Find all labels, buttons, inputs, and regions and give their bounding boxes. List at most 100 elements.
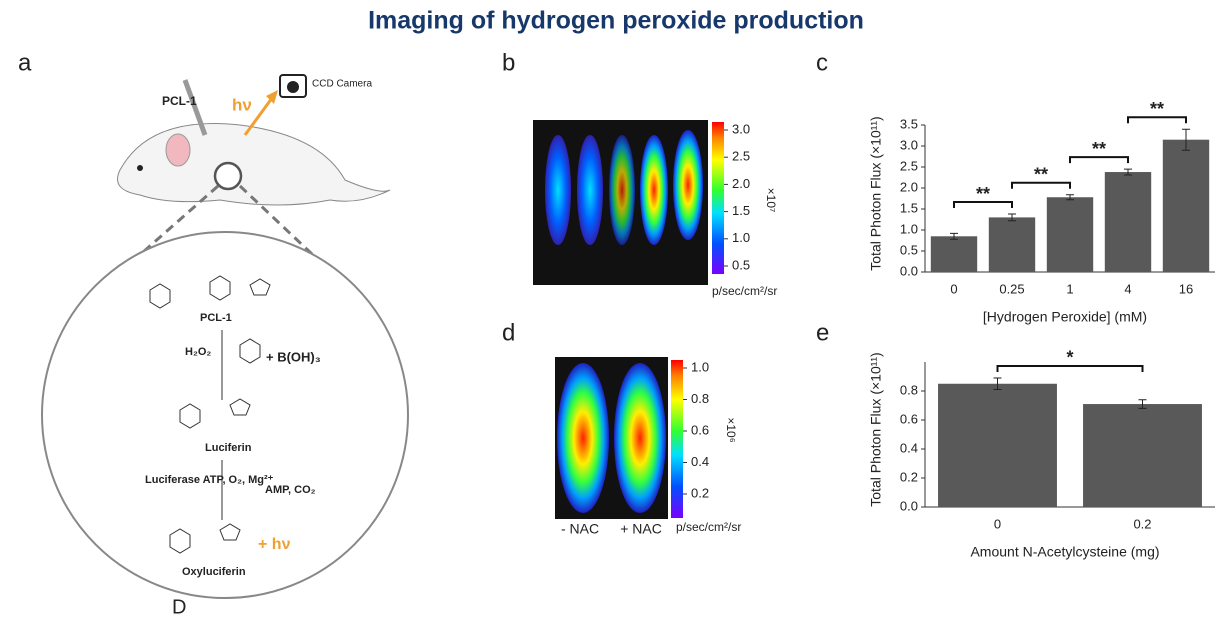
- panel-label: e: [816, 319, 829, 346]
- x-tick-label: 16: [1179, 281, 1193, 296]
- significance-bracket: [996, 364, 1144, 372]
- x-tick-label: 0.2: [1133, 516, 1151, 531]
- x-axis-label: [Hydrogen Peroxide] (mM): [983, 309, 1147, 325]
- x-axis-label: Amount N-Acetylcysteine (mg): [970, 544, 1159, 560]
- significance-label: **: [1150, 99, 1164, 119]
- caption: D: [172, 596, 186, 618]
- significance-bracket: [953, 201, 1013, 209]
- y-tick-label: 0.4: [900, 440, 918, 455]
- bar: [1162, 139, 1210, 272]
- bar: [1046, 197, 1094, 272]
- error-bar: [950, 232, 958, 240]
- panel-label: d: [502, 319, 515, 346]
- byproduct: + B(OH)₃: [266, 349, 321, 364]
- panel-a: a PCL-1 hν CCD Camera PCL-1 H₂O₂ + B(OH)…: [18, 49, 409, 618]
- panel-b: b ×10⁷ p/sec/cm²/sr: [502, 49, 778, 298]
- byproduct: AMP, CO₂: [265, 484, 316, 496]
- colorbar-tick-label: 1.0: [732, 230, 750, 245]
- y-tick-label: 0.6: [900, 411, 918, 426]
- y-tick-label: 0.0: [900, 498, 918, 513]
- light-arrow: [243, 97, 274, 136]
- light-label: + hν: [258, 536, 291, 553]
- colorbar-tick-label: 0.4: [691, 454, 709, 469]
- x-tick-label: 0: [950, 281, 957, 296]
- structure-quinone: [239, 338, 261, 364]
- mouse-eye: [137, 165, 143, 171]
- mouse-signal: [673, 130, 703, 240]
- error-bar: [1138, 399, 1147, 409]
- mouse-signal: [614, 363, 666, 513]
- y-tick-label: 1.0: [900, 221, 918, 236]
- group-label: + NAC: [620, 521, 662, 537]
- panel-label: a: [18, 49, 32, 76]
- syringe: [182, 79, 208, 136]
- error-bar: [993, 377, 1002, 391]
- mouse-signal: [640, 135, 668, 245]
- mouse-signal: [577, 135, 603, 245]
- colorbar-multiplier: ×10⁶: [724, 417, 738, 442]
- error-bar: [1182, 128, 1190, 151]
- error-bar: [1124, 168, 1132, 176]
- y-tick-label: 2.5: [900, 158, 918, 173]
- mouse-ear: [165, 133, 191, 167]
- reactant: PCL-1: [200, 312, 232, 324]
- mouse-signal: [557, 363, 609, 513]
- significance-label: **: [1092, 139, 1106, 159]
- x-tick-label: 1: [1066, 281, 1073, 296]
- y-tick-label: 0.0: [900, 263, 918, 278]
- y-tick-label: 3.5: [900, 116, 918, 131]
- significance-label: **: [1034, 164, 1048, 184]
- x-tick-label: 0.25: [999, 281, 1024, 296]
- significance-label: *: [1066, 348, 1073, 368]
- camera-label: CCD Camera: [312, 79, 372, 90]
- y-tick-label: 2.0: [900, 179, 918, 194]
- arrow-head: [266, 90, 278, 104]
- bar: [938, 383, 1057, 507]
- colorbar-multiplier: ×10⁷: [764, 188, 778, 213]
- zoom-spot: [213, 161, 243, 191]
- colorbar-tick-label: 1.0: [691, 359, 709, 374]
- colorbar-tick-label: 0.8: [691, 391, 709, 406]
- colorbar: [671, 360, 683, 518]
- structure-luciferin: [179, 398, 251, 429]
- y-tick-label: 1.5: [900, 200, 918, 215]
- bar: [988, 217, 1036, 272]
- colorbar-tick-label: 3.0: [732, 121, 750, 136]
- product: Oxyluciferin: [182, 566, 246, 578]
- y-axis-label: Total Photon Flux (×10¹¹): [868, 352, 884, 506]
- significance-bracket: [1069, 156, 1129, 164]
- panel-d: d ×10⁶ p/sec/cm²/sr - NAC + NAC: [502, 319, 741, 536]
- error-bar: [1008, 213, 1016, 222]
- y-tick-label: 0.5: [900, 242, 918, 257]
- reagent: Luciferase ATP, O₂, Mg²⁺: [145, 474, 274, 486]
- mouse-signal: [545, 135, 571, 245]
- x-tick-label: 4: [1124, 281, 1131, 296]
- bar: [1104, 172, 1152, 272]
- colorbar-unit: p/sec/cm²/sr: [712, 284, 777, 298]
- colorbar-unit: p/sec/cm²/sr: [676, 520, 741, 534]
- zoom-line: [99, 184, 219, 292]
- colorbar-tick-label: 0.2: [691, 485, 709, 500]
- y-axis-label: Total Photon Flux (×10¹¹): [868, 116, 884, 270]
- y-tick-label: 0.2: [900, 469, 918, 484]
- panel-label: c: [816, 49, 828, 76]
- colorbar-tick-label: 2.0: [732, 176, 750, 191]
- zoom-circle: [41, 231, 409, 599]
- figure-title: Imaging of hydrogen peroxide production: [368, 7, 864, 35]
- bar: [1083, 404, 1202, 507]
- light-label: hν: [232, 95, 252, 114]
- mouse-body: [117, 122, 391, 206]
- reagent: H₂O₂: [185, 346, 211, 358]
- error-bar: [1066, 194, 1074, 201]
- x-tick-label: 0: [994, 516, 1001, 531]
- colorbar-tick-label: 2.5: [732, 149, 750, 164]
- significance-bracket: [1011, 181, 1071, 189]
- panel-label: b: [502, 49, 515, 76]
- colorbar: [712, 122, 724, 274]
- group-label: - NAC: [561, 521, 599, 537]
- y-tick-label: 0.8: [900, 382, 918, 397]
- probe-label: PCL-1: [162, 94, 197, 108]
- y-tick-label: 3.0: [900, 137, 918, 152]
- significance-bracket: [1127, 116, 1187, 124]
